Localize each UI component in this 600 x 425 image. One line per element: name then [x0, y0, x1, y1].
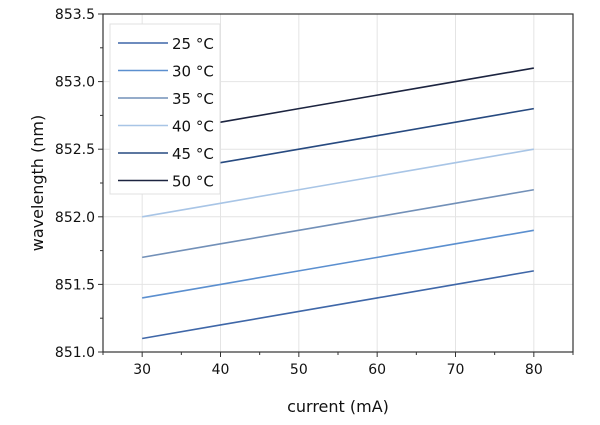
series-line-30 — [142, 229, 534, 299]
y-tick-label: 853.5 — [55, 7, 95, 23]
x-tick-label: 30 — [133, 362, 151, 378]
y-tick-label: 852.0 — [55, 210, 95, 226]
y-tick-label: 853.0 — [55, 75, 95, 91]
x-axis-label: current (mA) — [287, 397, 389, 416]
x-tick-label: 80 — [525, 362, 543, 378]
x-tick-label: 50 — [290, 362, 308, 378]
legend-box — [109, 23, 221, 195]
legend-label: 35 °C — [172, 90, 214, 108]
x-tick-label: 70 — [447, 362, 465, 378]
y-axis-label: wavelength (nm) — [28, 115, 47, 252]
series-line-40 — [142, 148, 534, 218]
y-tick-label: 851.0 — [55, 345, 95, 361]
y-tick-label: 852.5 — [55, 142, 95, 158]
series-line-35 — [142, 188, 534, 259]
legend-label: 45 °C — [172, 145, 214, 163]
legend-label: 50 °C — [172, 173, 214, 191]
legend-label: 30 °C — [172, 63, 214, 81]
x-tick-label: 60 — [368, 362, 386, 378]
y-tick-label: 851.5 — [55, 277, 95, 293]
x-tick-label: 40 — [212, 362, 230, 378]
legend-label: 25 °C — [172, 35, 214, 53]
series-line-25 — [142, 270, 534, 340]
legend-label: 40 °C — [172, 118, 214, 136]
